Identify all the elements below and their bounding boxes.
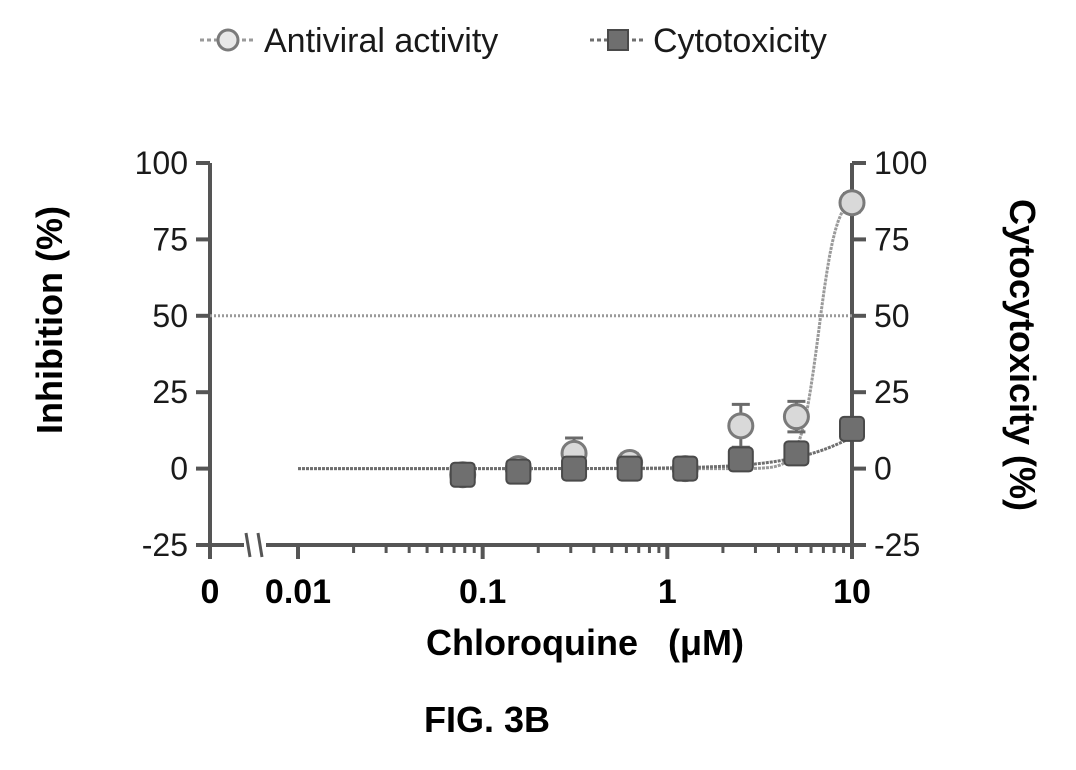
axis-break-marks <box>244 532 264 558</box>
data-points <box>449 189 866 489</box>
right-y-tick-label: 50 <box>874 298 910 334</box>
point-cytotoxicity <box>449 461 476 488</box>
point-cytotoxicity <box>839 415 865 442</box>
legend: Antiviral activity Cytotoxicity <box>200 22 827 60</box>
fit-curve-antiviral <box>298 198 853 471</box>
left-y-tick-label: 50 <box>152 298 188 334</box>
x-tick-label: 0 <box>201 573 220 611</box>
legend-label-cytotoxicity: Cytotoxicity <box>653 22 827 60</box>
axes <box>208 163 854 558</box>
right-y-tick-label: 100 <box>874 145 927 181</box>
point-antiviral <box>838 189 866 217</box>
x-tick-label: 0.1 <box>459 573 506 611</box>
x-ticks: 0 0.01 0.1 1 10 <box>201 545 871 611</box>
left-y-tick-label: 0 <box>170 451 188 487</box>
x-tick-label: 1 <box>658 573 677 611</box>
left-y-tick-label: 75 <box>152 221 188 257</box>
left-y-ticks: 100 75 50 25 0 -25 <box>135 145 210 563</box>
right-y-tick-label: -25 <box>874 527 920 563</box>
left-y-tick-label: -25 <box>142 527 188 563</box>
fit-curves <box>298 198 853 471</box>
legend-label-antiviral: Antiviral activity <box>264 22 498 60</box>
point-cytotoxicity <box>783 440 810 467</box>
point-cytotoxicity <box>727 446 754 473</box>
point-cytotoxicity <box>616 455 643 482</box>
left-y-tick-label: 25 <box>152 374 188 410</box>
legend-item-antiviral: Antiviral activity <box>200 22 498 60</box>
point-cytotoxicity <box>672 455 699 482</box>
y-axis-label-right: Cytocytoxicity (%) <box>1002 199 1043 511</box>
point-antiviral <box>727 412 755 440</box>
point-cytotoxicity <box>505 458 532 485</box>
legend-marker-cytotoxicity <box>607 29 629 51</box>
right-y-tick-label: 25 <box>874 374 910 410</box>
right-y-tick-label: 0 <box>874 451 892 487</box>
point-cytotoxicity <box>561 455 588 482</box>
right-y-tick-label: 75 <box>874 221 910 257</box>
left-y-tick-label: 100 <box>135 145 188 181</box>
x-minor-ticks <box>352 545 846 553</box>
legend-item-cytotoxicity: Cytotoxicity <box>590 22 827 60</box>
legend-marker-antiviral <box>216 28 240 52</box>
x-tick-label: 0.01 <box>265 573 331 611</box>
x-tick-label: 10 <box>833 573 871 611</box>
x-axis-label: Chloroquine (μM) <box>426 622 744 663</box>
figure-caption: FIG. 3B <box>424 699 550 740</box>
point-antiviral <box>782 403 810 431</box>
right-y-ticks: 100 75 50 25 0 -25 <box>852 145 927 563</box>
y-axis-label-left: Inhibition (%) <box>29 206 70 434</box>
